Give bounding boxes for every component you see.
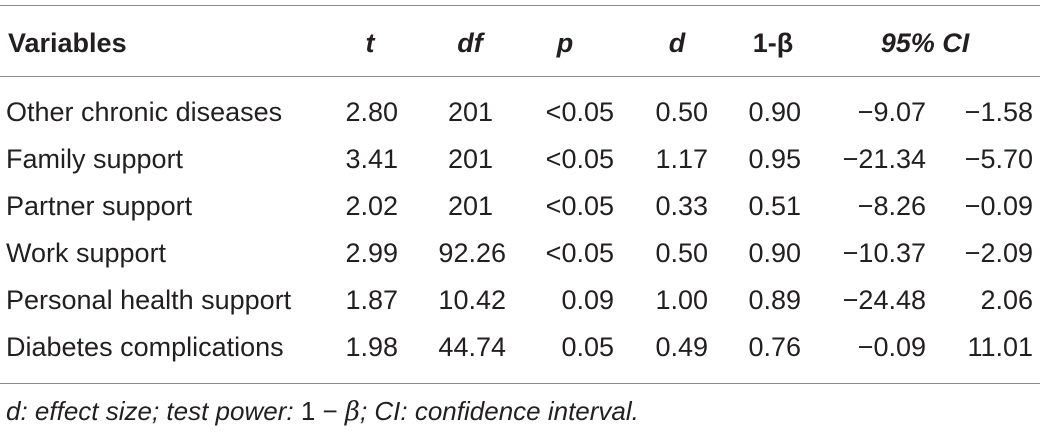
cell-t: 2.02 bbox=[345, 191, 398, 221]
cell-ci-low: −0.09 bbox=[857, 332, 926, 362]
header-t: t bbox=[365, 28, 375, 58]
cell-t: 3.41 bbox=[345, 144, 398, 174]
cell-p: 0.05 bbox=[561, 332, 614, 362]
cell-ci-low: −24.48 bbox=[842, 285, 926, 315]
cell-df: 44.74 bbox=[438, 332, 506, 362]
table-bottom-rule bbox=[0, 383, 1040, 384]
cell-power: 0.76 bbox=[748, 332, 801, 362]
cell-df: 201 bbox=[447, 97, 493, 127]
footnote-one: 1 bbox=[300, 396, 316, 426]
table-footnote: d: effect size; test power: 1 − β; CI: c… bbox=[6, 394, 639, 429]
footnote-minus: − bbox=[315, 396, 345, 426]
cell-t: 2.99 bbox=[345, 238, 398, 268]
cell-variable: Personal health support bbox=[6, 285, 292, 315]
cell-power: 0.95 bbox=[748, 144, 801, 174]
cell-ci-low: −9.07 bbox=[857, 97, 926, 127]
header-power: 1-β bbox=[752, 28, 794, 58]
table-header-rule bbox=[0, 76, 1040, 77]
cell-d: 0.50 bbox=[655, 97, 708, 127]
cell-ci-high: −1.58 bbox=[964, 97, 1033, 127]
cell-ci-low: −21.34 bbox=[842, 144, 926, 174]
cell-p: <0.05 bbox=[545, 238, 614, 268]
cell-power: 0.51 bbox=[748, 191, 801, 221]
cell-t: 1.98 bbox=[345, 332, 398, 362]
cell-df: 201 bbox=[447, 144, 493, 174]
header-d: d bbox=[668, 28, 686, 58]
cell-variable: Family support bbox=[6, 144, 184, 174]
cell-ci-high: −0.09 bbox=[964, 191, 1033, 221]
footnote-text-end: ; CI: confidence interval. bbox=[359, 396, 639, 426]
header-ci: 95% CI bbox=[880, 28, 970, 58]
table-top-rule bbox=[0, 5, 1040, 6]
cell-ci-high: 11.01 bbox=[967, 332, 1033, 362]
cell-d: 1.00 bbox=[655, 285, 708, 315]
cell-ci-high: −2.09 bbox=[964, 238, 1033, 268]
cell-variable: Partner support bbox=[6, 191, 193, 221]
cell-p: 0.09 bbox=[561, 285, 614, 315]
cell-power: 0.90 bbox=[748, 97, 801, 127]
cell-d: 0.49 bbox=[655, 332, 708, 362]
cell-d: 0.33 bbox=[655, 191, 708, 221]
cell-df: 10.42 bbox=[438, 285, 506, 315]
footnote-beta: β bbox=[344, 397, 360, 427]
footnote-text-start: d: effect size; test power: bbox=[6, 396, 301, 426]
cell-d: 0.50 bbox=[655, 238, 708, 268]
cell-variable: Other chronic diseases bbox=[6, 97, 283, 127]
cell-t: 1.87 bbox=[345, 285, 398, 315]
cell-ci-low: −10.37 bbox=[842, 238, 926, 268]
cell-p: <0.05 bbox=[545, 97, 614, 127]
header-p: p bbox=[556, 28, 574, 58]
header-variables: Variables bbox=[8, 28, 127, 58]
cell-variable: Work support bbox=[6, 238, 167, 268]
cell-df: 201 bbox=[447, 191, 493, 221]
cell-power: 0.89 bbox=[748, 285, 801, 315]
cell-d: 1.17 bbox=[655, 144, 708, 174]
cell-p: <0.05 bbox=[545, 191, 614, 221]
cell-power: 0.90 bbox=[748, 238, 801, 268]
cell-df: 92.26 bbox=[438, 238, 506, 268]
cell-p: <0.05 bbox=[545, 144, 614, 174]
header-df: df bbox=[457, 28, 483, 58]
cell-ci-high: 2.06 bbox=[980, 285, 1033, 315]
cell-variable: Diabetes complications bbox=[6, 332, 284, 362]
cell-ci-high: −5.70 bbox=[964, 144, 1033, 174]
cell-t: 2.80 bbox=[345, 97, 398, 127]
cell-ci-low: −8.26 bbox=[857, 191, 926, 221]
